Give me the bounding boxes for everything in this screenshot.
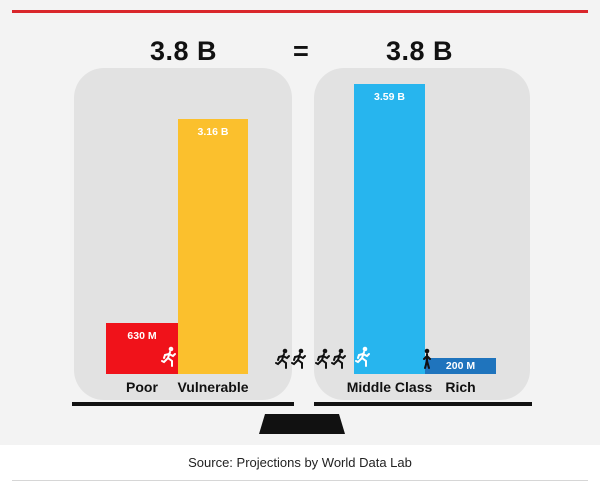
running-person-icon bbox=[355, 346, 370, 367]
running-person-icon bbox=[315, 348, 330, 369]
data-label-poor: 630 M bbox=[127, 330, 157, 343]
running-person-icon bbox=[291, 348, 306, 369]
category-label-vulnerable: Vulnerable bbox=[177, 379, 249, 395]
data-label-middle-class: 3.59 B bbox=[374, 91, 405, 103]
category-label-poor: Poor bbox=[126, 379, 158, 395]
left-total-label: 3.8 B bbox=[150, 36, 218, 66]
running-person-icon bbox=[331, 348, 346, 369]
bar-rich bbox=[425, 357, 496, 374]
bar-middle-class bbox=[354, 84, 425, 374]
equals-sign: = bbox=[293, 36, 310, 66]
walking-person-icon bbox=[423, 348, 431, 369]
chart-figure: 3.8 B = 3.8 B 630 M 3.16 B 3.59 B 200 M … bbox=[0, 0, 600, 445]
running-person-icon bbox=[275, 348, 290, 369]
bar-poor bbox=[106, 323, 178, 374]
category-label-rich: Rich bbox=[445, 379, 476, 395]
right-total-label: 3.8 B bbox=[386, 36, 454, 66]
data-label-vulnerable: 3.16 B bbox=[197, 125, 229, 138]
left-scale-beam bbox=[72, 402, 294, 406]
running-person-icon bbox=[161, 346, 176, 367]
bottom-divider bbox=[12, 480, 588, 481]
top-accent-rule bbox=[12, 10, 588, 13]
bar-vulnerable bbox=[178, 118, 248, 374]
scale-fulcrum bbox=[259, 414, 345, 434]
data-label-rich: 200 M bbox=[445, 359, 476, 372]
source-note: Source: Projections by World Data Lab bbox=[188, 455, 412, 470]
category-label-middle-class: Middle Class bbox=[346, 379, 433, 395]
right-scale-beam bbox=[314, 402, 532, 406]
